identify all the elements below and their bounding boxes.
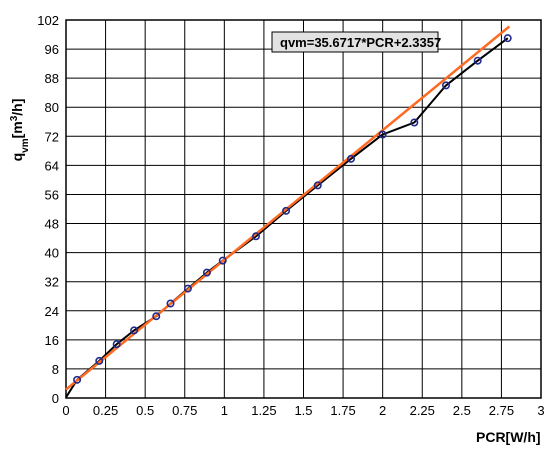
data-point-marker	[503, 34, 512, 43]
y-tick-label: 40	[45, 246, 59, 261]
data-point-marker	[378, 130, 387, 139]
y-tick-label: 88	[45, 71, 59, 86]
data-point-marker	[441, 81, 450, 90]
x-tick-label: 2.25	[410, 403, 435, 418]
y-tick-label: 56	[45, 187, 59, 202]
x-tick-label: 0.75	[172, 403, 197, 418]
y-axis-title-sup: 3	[9, 115, 20, 121]
plot-series	[65, 25, 512, 398]
data-point-marker	[130, 326, 139, 335]
y-axis-title-unit-end: /h]	[9, 99, 25, 116]
data-point-marker	[112, 340, 121, 349]
equation-annotation: qvm=35.6717*PCR+2.3357	[280, 35, 441, 50]
data-point-marker	[202, 268, 211, 277]
y-tick-label: 0	[52, 391, 59, 406]
x-tick-label: 0	[62, 403, 69, 418]
data-point-marker	[218, 256, 227, 265]
y-axis-title-sub: vm	[20, 138, 31, 153]
y-tick-label: 80	[45, 100, 59, 115]
x-tick-label: 2.5	[453, 403, 471, 418]
data-point-marker	[152, 312, 161, 321]
x-axis-title: PCR[W/h]	[476, 429, 541, 445]
data-point-marker	[346, 154, 355, 163]
y-axis-title: qvm[m3/h]	[9, 99, 31, 162]
x-tick-label: 2.75	[489, 403, 514, 418]
y-tick-label: 16	[45, 333, 59, 348]
x-tick-label: 2	[379, 403, 386, 418]
y-tick-label: 102	[37, 13, 59, 28]
y-tick-label: 96	[45, 42, 59, 57]
data-point-marker	[95, 356, 104, 365]
y-tick-label: 72	[45, 129, 59, 144]
equation-box: qvm=35.6717*PCR+2.3357	[271, 31, 441, 53]
y-axis-title-unit: [m	[9, 121, 25, 138]
y-tick-label: 64	[45, 158, 59, 173]
y-axis-title-prefix: q	[9, 153, 25, 162]
y-tick-label: 8	[52, 362, 59, 377]
data-point-marker	[313, 181, 322, 190]
x-tick-label: 1	[221, 403, 228, 418]
data-point-marker	[183, 284, 192, 293]
x-tick-label: 3	[537, 403, 544, 418]
grid-lines	[65, 19, 542, 399]
x-tick-label: 1.5	[294, 403, 312, 418]
data-point-marker	[252, 232, 261, 241]
tick-labels: 0 0.25 0.5 0.75 1 1.25 1.5 1.75 2 2.25 2.5 2.75 3 0 8 1…	[37, 13, 544, 418]
x-tick-label: 1.75	[330, 403, 355, 418]
x-tick-label: 0.5	[136, 403, 154, 418]
y-tick-label: 48	[45, 217, 59, 232]
equation-box-frame	[271, 31, 439, 53]
x-tick-label: 1.25	[251, 403, 276, 418]
y-tick-label: 32	[45, 275, 59, 290]
data-point-marker	[473, 56, 482, 65]
data-point-marker	[166, 299, 175, 308]
plot-border	[65, 19, 542, 399]
measured-series-line	[65, 37, 509, 398]
data-point-marker	[73, 375, 82, 384]
x-tick-label: 0.25	[93, 403, 118, 418]
data-point-marker	[410, 118, 419, 127]
data-point-marker	[282, 206, 291, 215]
y-tick-label: 24	[45, 304, 59, 319]
